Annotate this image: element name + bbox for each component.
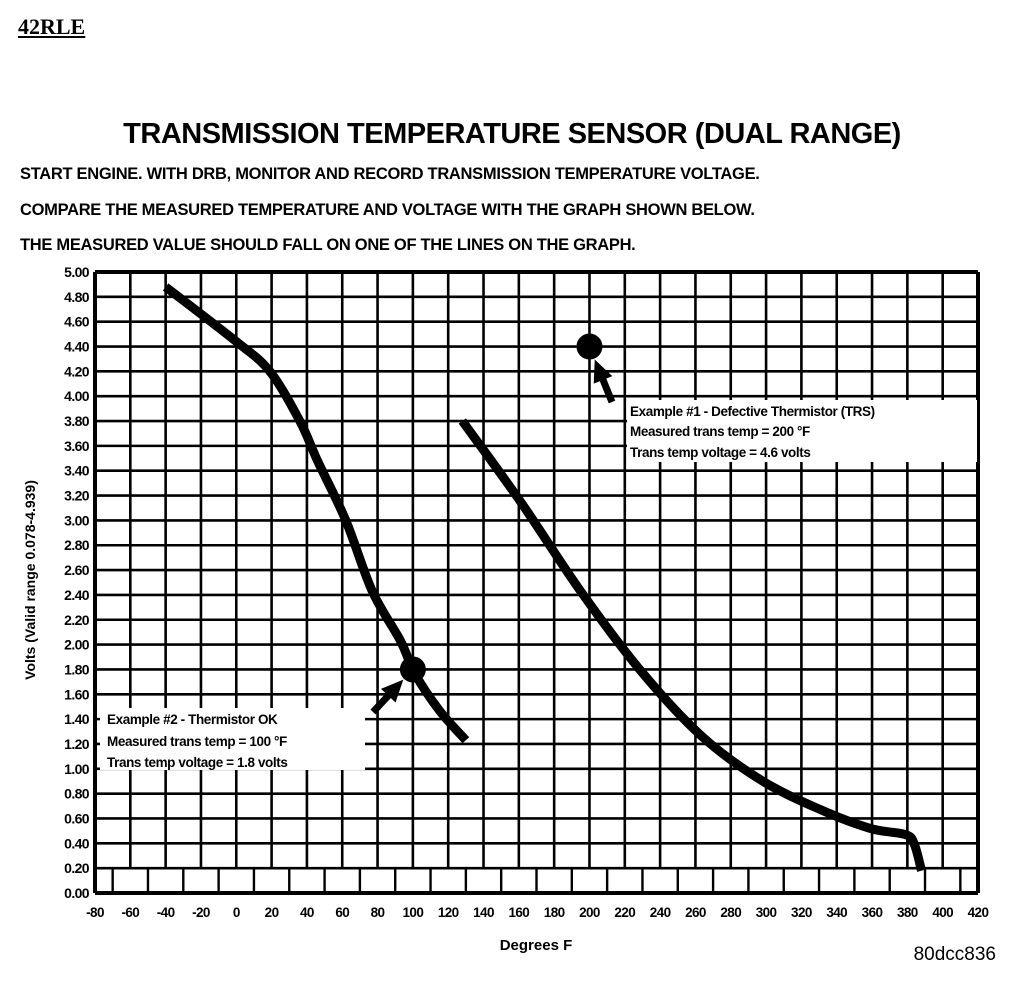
y-tick-label: 4.60 — [64, 314, 90, 330]
y-tick-label: 3.40 — [64, 463, 90, 479]
y-tick-label: 0.40 — [64, 835, 90, 851]
y-tick-label: 3.00 — [64, 512, 90, 528]
example-1-text: Trans temp voltage = 4.6 volts — [630, 445, 810, 460]
example-1-point — [576, 333, 603, 360]
curves — [162, 283, 926, 872]
y-tick-label: 1.80 — [64, 661, 90, 677]
y-tick-label: 4.20 — [64, 363, 90, 379]
y-tick-label: 2.20 — [64, 612, 90, 628]
example-2-text: Measured trans temp = 100 °F — [107, 734, 287, 749]
y-tick-label: 2.00 — [64, 637, 90, 653]
figure-code: 80dcc836 — [914, 944, 996, 965]
x-tick-label: 420 — [968, 905, 989, 920]
x-tick-label: 160 — [508, 905, 529, 920]
x-tick-label: 140 — [473, 905, 494, 920]
x-tick-label: 340 — [826, 905, 847, 920]
x-tick-label: 360 — [862, 905, 883, 920]
x-axis-label: Degrees F — [500, 937, 573, 954]
tick-labels: -80 -60 -40 -20 0 20 40 60 80 100 120 140 160 180 200 2… — [64, 264, 989, 920]
x-tick-label: 60 — [335, 905, 349, 920]
x-tick-label: 180 — [544, 905, 565, 920]
document-id: 42RLE — [18, 14, 86, 39]
x-tick-label: 400 — [932, 905, 953, 920]
x-tick-label: -40 — [157, 905, 175, 920]
x-tick-label: 0 — [233, 905, 240, 920]
instruction-line: START ENGINE. WITH DRB, MONITOR AND RECO… — [20, 165, 760, 183]
x-tick-label: 380 — [897, 905, 918, 920]
example-1-text: Measured trans temp = 200 °F — [630, 424, 810, 439]
x-tick-label: 120 — [438, 905, 459, 920]
y-tick-label: 4.80 — [64, 289, 90, 305]
y-tick-label: 3.80 — [64, 413, 90, 429]
x-tick-label: 260 — [685, 905, 706, 920]
grid — [93, 270, 980, 895]
example-2-text: Example #2 - Thermistor OK — [107, 712, 278, 727]
example-2-text: Trans temp voltage = 1.8 volts — [107, 755, 287, 770]
x-tick-label: 40 — [300, 905, 314, 920]
y-axis-label: Volts (Valid range 0.078-4.939) — [22, 480, 38, 680]
y-tick-label: 4.40 — [64, 339, 90, 355]
x-tick-label: 80 — [371, 905, 385, 920]
y-tick-label: 1.40 — [64, 711, 90, 727]
y-tick-label: 4.00 — [64, 388, 90, 404]
example-1-label-box — [627, 400, 977, 462]
annotations: Example #1 - Defective Thermistor (TRS) M… — [100, 333, 977, 770]
y-tick-label: 3.60 — [64, 438, 90, 454]
x-tick-label: 300 — [756, 905, 777, 920]
y-tick-label: 2.40 — [64, 587, 90, 603]
y-tick-label: 1.20 — [64, 736, 90, 752]
y-tick-label: 0.20 — [64, 860, 90, 876]
y-tick-label: 1.00 — [64, 761, 90, 777]
y-tick-label: 5.00 — [64, 264, 90, 280]
instruction-line: THE MEASURED VALUE SHOULD FALL ON ONE OF… — [20, 236, 636, 254]
instruction-line: COMPARE THE MEASURED TEMPERATURE AND VOL… — [20, 201, 755, 219]
x-tick-label: 20 — [265, 905, 279, 920]
y-tick-label: 2.60 — [64, 562, 90, 578]
y-tick-label: 3.20 — [64, 488, 90, 504]
arrow-head-icon — [380, 679, 404, 703]
y-tick-label: 0.00 — [64, 885, 90, 901]
y-tick-label: 2.80 — [64, 537, 90, 553]
x-tick-label: 200 — [579, 905, 600, 920]
x-tick-label: 220 — [614, 905, 635, 920]
x-tick-label: 320 — [791, 905, 812, 920]
y-tick-label: 0.80 — [64, 786, 90, 802]
x-tick-label: 100 — [403, 905, 424, 920]
example-2-point — [399, 656, 426, 683]
x-tick-label: -20 — [192, 905, 210, 920]
example-1-text: Example #1 - Defective Thermistor (TRS) — [630, 404, 875, 419]
y-tick-label: 0.60 — [64, 810, 90, 826]
x-tick-label: -60 — [121, 905, 139, 920]
y-tick-label: 1.60 — [64, 686, 90, 702]
arrow-head-icon — [593, 359, 613, 384]
example-2-label-box — [100, 708, 365, 770]
page-title: TRANSMISSION TEMPERATURE SENSOR (DUAL RA… — [123, 118, 901, 150]
high-range-curve — [458, 418, 926, 872]
x-tick-label: -80 — [86, 905, 104, 920]
x-tick-label: 240 — [650, 905, 671, 920]
x-tick-label: 280 — [720, 905, 741, 920]
